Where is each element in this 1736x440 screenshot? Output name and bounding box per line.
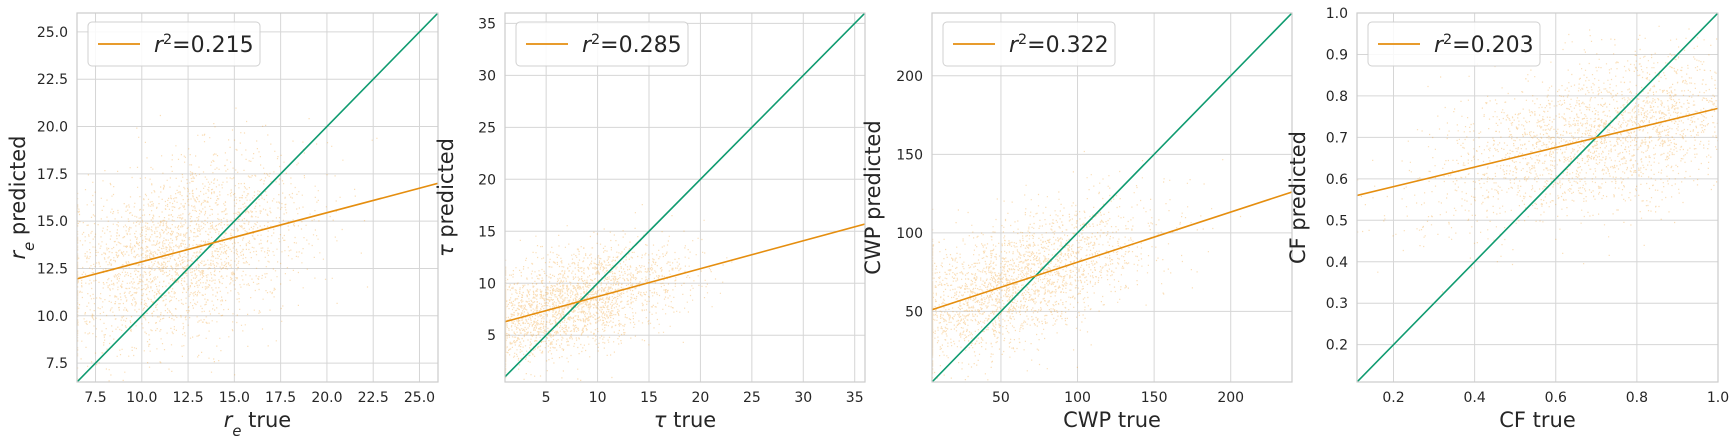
x-tick-label: 15 xyxy=(640,390,658,406)
y-tick-label: 0.6 xyxy=(1326,172,1348,188)
identity-line xyxy=(505,13,865,378)
legend: r2=0.215 xyxy=(87,21,261,67)
y-tick-label: 25 xyxy=(478,120,496,136)
y-tick-label: 0.5 xyxy=(1326,213,1348,229)
y-tick-label: 50 xyxy=(905,304,923,320)
legend-box xyxy=(942,21,1116,67)
x-axis-label: CWP true xyxy=(1063,408,1161,432)
x-tick-label: 200 xyxy=(1217,390,1244,406)
x-tick-label: 1.0 xyxy=(1707,390,1729,406)
y-tick-label: 200 xyxy=(896,69,923,85)
y-tick-label: 12.5 xyxy=(37,261,68,277)
x-axis-label: re true xyxy=(224,408,291,440)
legend-label: r2=0.203 xyxy=(1434,32,1534,58)
x-tick-label: 25 xyxy=(743,390,761,406)
y-tick-label: 15 xyxy=(478,224,496,240)
x-tick-label: 5 xyxy=(542,390,551,406)
scatter-panel-1: 7.5 10.0 12.5 15.0 17.5 20.0 22.5 25.0 7.5 10.0 12… xyxy=(6,12,439,440)
y-tick-label: 7.5 xyxy=(46,356,68,372)
y-tick-label: 0.4 xyxy=(1326,255,1348,271)
y-axis-label: τ predicted xyxy=(434,138,458,257)
x-tick-label: 7.5 xyxy=(84,390,106,406)
legend-box xyxy=(1367,21,1541,67)
identity-line xyxy=(932,13,1292,382)
fit-line xyxy=(1357,107,1718,197)
x-tick-label: 20 xyxy=(692,390,710,406)
x-axis-label: CF true xyxy=(1499,408,1576,432)
y-tick-label: 25.0 xyxy=(37,25,68,41)
x-tick-label: 17.5 xyxy=(265,390,296,406)
fit-line xyxy=(932,191,1292,311)
fit-line xyxy=(505,223,865,323)
scatter-panel-3: 50 100 150 200 50 100 150 200 CWP true CWP predic… xyxy=(861,12,1293,432)
legend-label: r2=0.285 xyxy=(582,32,682,58)
y-tick-label: 0.7 xyxy=(1326,130,1348,146)
x-axis-label: τ true xyxy=(654,408,716,432)
y-tick-label: 0.2 xyxy=(1326,338,1348,354)
x-tick-label: 12.5 xyxy=(172,390,203,406)
y-tick-label: 30 xyxy=(478,68,496,84)
x-tick-label: 30 xyxy=(794,390,812,406)
y-tick-label: 5 xyxy=(487,328,496,344)
y-axis-label: CF predicted xyxy=(1286,131,1310,264)
x-tick-label: 0.2 xyxy=(1382,390,1404,406)
x-tick-label: 0.8 xyxy=(1626,390,1648,406)
identity-line xyxy=(77,13,438,382)
x-tick-label: 50 xyxy=(992,390,1010,406)
x-tick-label: 15.0 xyxy=(219,390,250,406)
y-tick-label: 0.3 xyxy=(1326,296,1348,312)
y-tick-label: 22.5 xyxy=(37,72,68,88)
x-tick-label: 0.6 xyxy=(1545,390,1567,406)
x-tick-label: 150 xyxy=(1141,390,1168,406)
fit-line xyxy=(77,182,438,280)
y-axis-label: CWP predicted xyxy=(861,120,885,274)
plot-frame xyxy=(1356,12,1719,383)
legend-label: r2=0.322 xyxy=(1009,32,1109,58)
scatter-marks xyxy=(77,107,378,382)
scatter-panel-2: 5 10 15 20 25 30 35 5 10 15 20 25 30 35 τ true τ predic… xyxy=(434,12,866,432)
legend-box xyxy=(515,21,689,67)
plot-frame xyxy=(931,12,1293,383)
x-tick-label: 25.0 xyxy=(404,390,435,406)
y-tick-label: 0.9 xyxy=(1326,47,1348,63)
x-tick-label: 10 xyxy=(589,390,607,406)
legend: r2=0.322 xyxy=(942,21,1116,67)
x-tick-label: 10.0 xyxy=(126,390,157,406)
y-tick-label: 15.0 xyxy=(37,214,68,230)
identity-line xyxy=(1357,13,1718,382)
legend: r2=0.203 xyxy=(1367,21,1541,67)
y-tick-label: 10 xyxy=(478,276,496,292)
legend: r2=0.285 xyxy=(515,21,689,67)
y-tick-label: 10.0 xyxy=(37,309,68,325)
legend-label: r2=0.215 xyxy=(154,32,254,58)
y-tick-label: 20.0 xyxy=(37,120,68,136)
scatter-marks xyxy=(505,204,733,382)
x-tick-label: 0.4 xyxy=(1463,390,1485,406)
plot-frame xyxy=(504,12,866,383)
x-tick-label: 35 xyxy=(846,390,864,406)
y-tick-label: 1.0 xyxy=(1326,6,1348,22)
x-tick-label: 20.0 xyxy=(311,390,342,406)
plot-frame xyxy=(76,12,439,383)
x-tick-label: 22.5 xyxy=(358,390,389,406)
scatter-panel-4: 0.2 0.4 0.6 0.8 1.0 0.2 0.3 0.4 0.5 0.6 0.7 0.8 0.9 1… xyxy=(1286,6,1729,432)
y-tick-label: 35 xyxy=(478,16,496,32)
y-tick-label: 17.5 xyxy=(37,167,68,183)
y-tick-label: 20 xyxy=(478,172,496,188)
y-tick-label: 150 xyxy=(896,147,923,163)
y-axis-label: re predicted xyxy=(6,136,38,260)
y-tick-label: 0.8 xyxy=(1326,89,1348,105)
scatter-points xyxy=(77,107,378,382)
legend-box xyxy=(87,21,261,67)
y-tick-label: 100 xyxy=(896,226,923,242)
scatter-points xyxy=(505,204,733,382)
x-tick-label: 100 xyxy=(1064,390,1091,406)
